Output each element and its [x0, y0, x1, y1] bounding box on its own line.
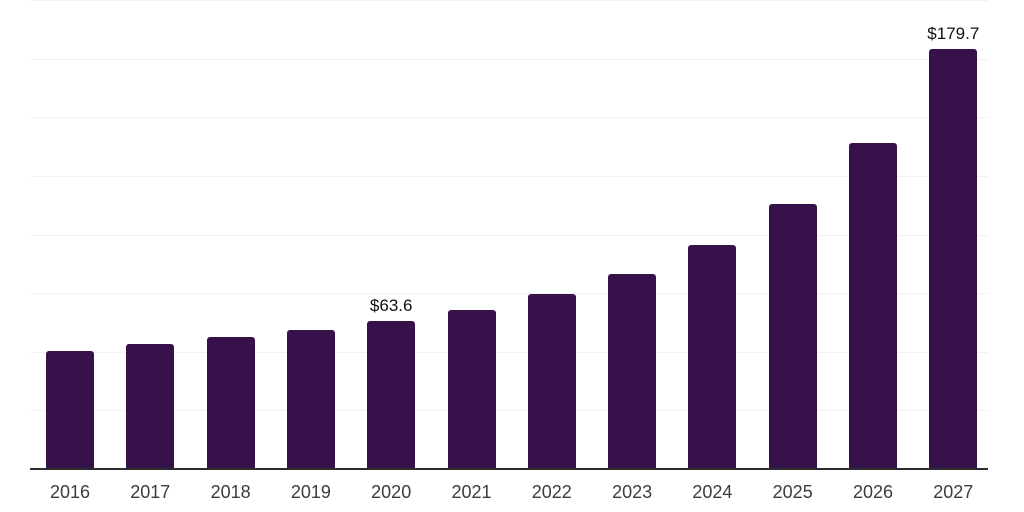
- gridline: [30, 117, 988, 119]
- bar-2017: [126, 343, 175, 470]
- bar-2025: [768, 204, 817, 470]
- x-tick-label-2021: 2021: [451, 482, 492, 502]
- bar-2016: [46, 350, 94, 470]
- gridline: [30, 410, 988, 412]
- x-tick-label-2019: 2019: [290, 482, 331, 502]
- bar-2021: [447, 310, 496, 470]
- gridline: [30, 351, 988, 353]
- bar-2023: [608, 273, 657, 470]
- bar-2019: [286, 330, 335, 470]
- x-tick-label-2025: 2025: [772, 482, 813, 502]
- bar-value-label-2027: $179.7: [927, 23, 980, 43]
- x-tick-label-2026: 2026: [852, 482, 894, 502]
- x-tick-label-2022: 2022: [531, 482, 572, 502]
- bar-2027: [929, 48, 978, 470]
- x-tick-label-2024: 2024: [692, 482, 733, 502]
- x-tick-label-2027: 2027: [933, 482, 974, 502]
- gridline: [30, 293, 988, 295]
- plot-area: $63.6 $179.7: [30, 0, 988, 470]
- x-tick-label-2016: 2016: [49, 482, 91, 502]
- bar-2018: [206, 336, 255, 470]
- gridline: [30, 234, 988, 236]
- x-tick-label-2018: 2018: [210, 482, 251, 502]
- gridline: [30, 175, 988, 177]
- x-tick-label-2020: 2020: [371, 482, 412, 502]
- bar-2026: [849, 142, 897, 470]
- bar-2024: [688, 245, 737, 470]
- gridline: [30, 0, 988, 1]
- x-tick-label-2023: 2023: [612, 482, 653, 502]
- bar-value-label-2020: $63.6: [369, 295, 413, 315]
- bar-2020: [367, 320, 416, 470]
- bar-2022: [527, 293, 576, 470]
- gridline: [30, 58, 988, 60]
- x-axis-line: [30, 468, 988, 470]
- x-tick-label-2017: 2017: [130, 482, 171, 502]
